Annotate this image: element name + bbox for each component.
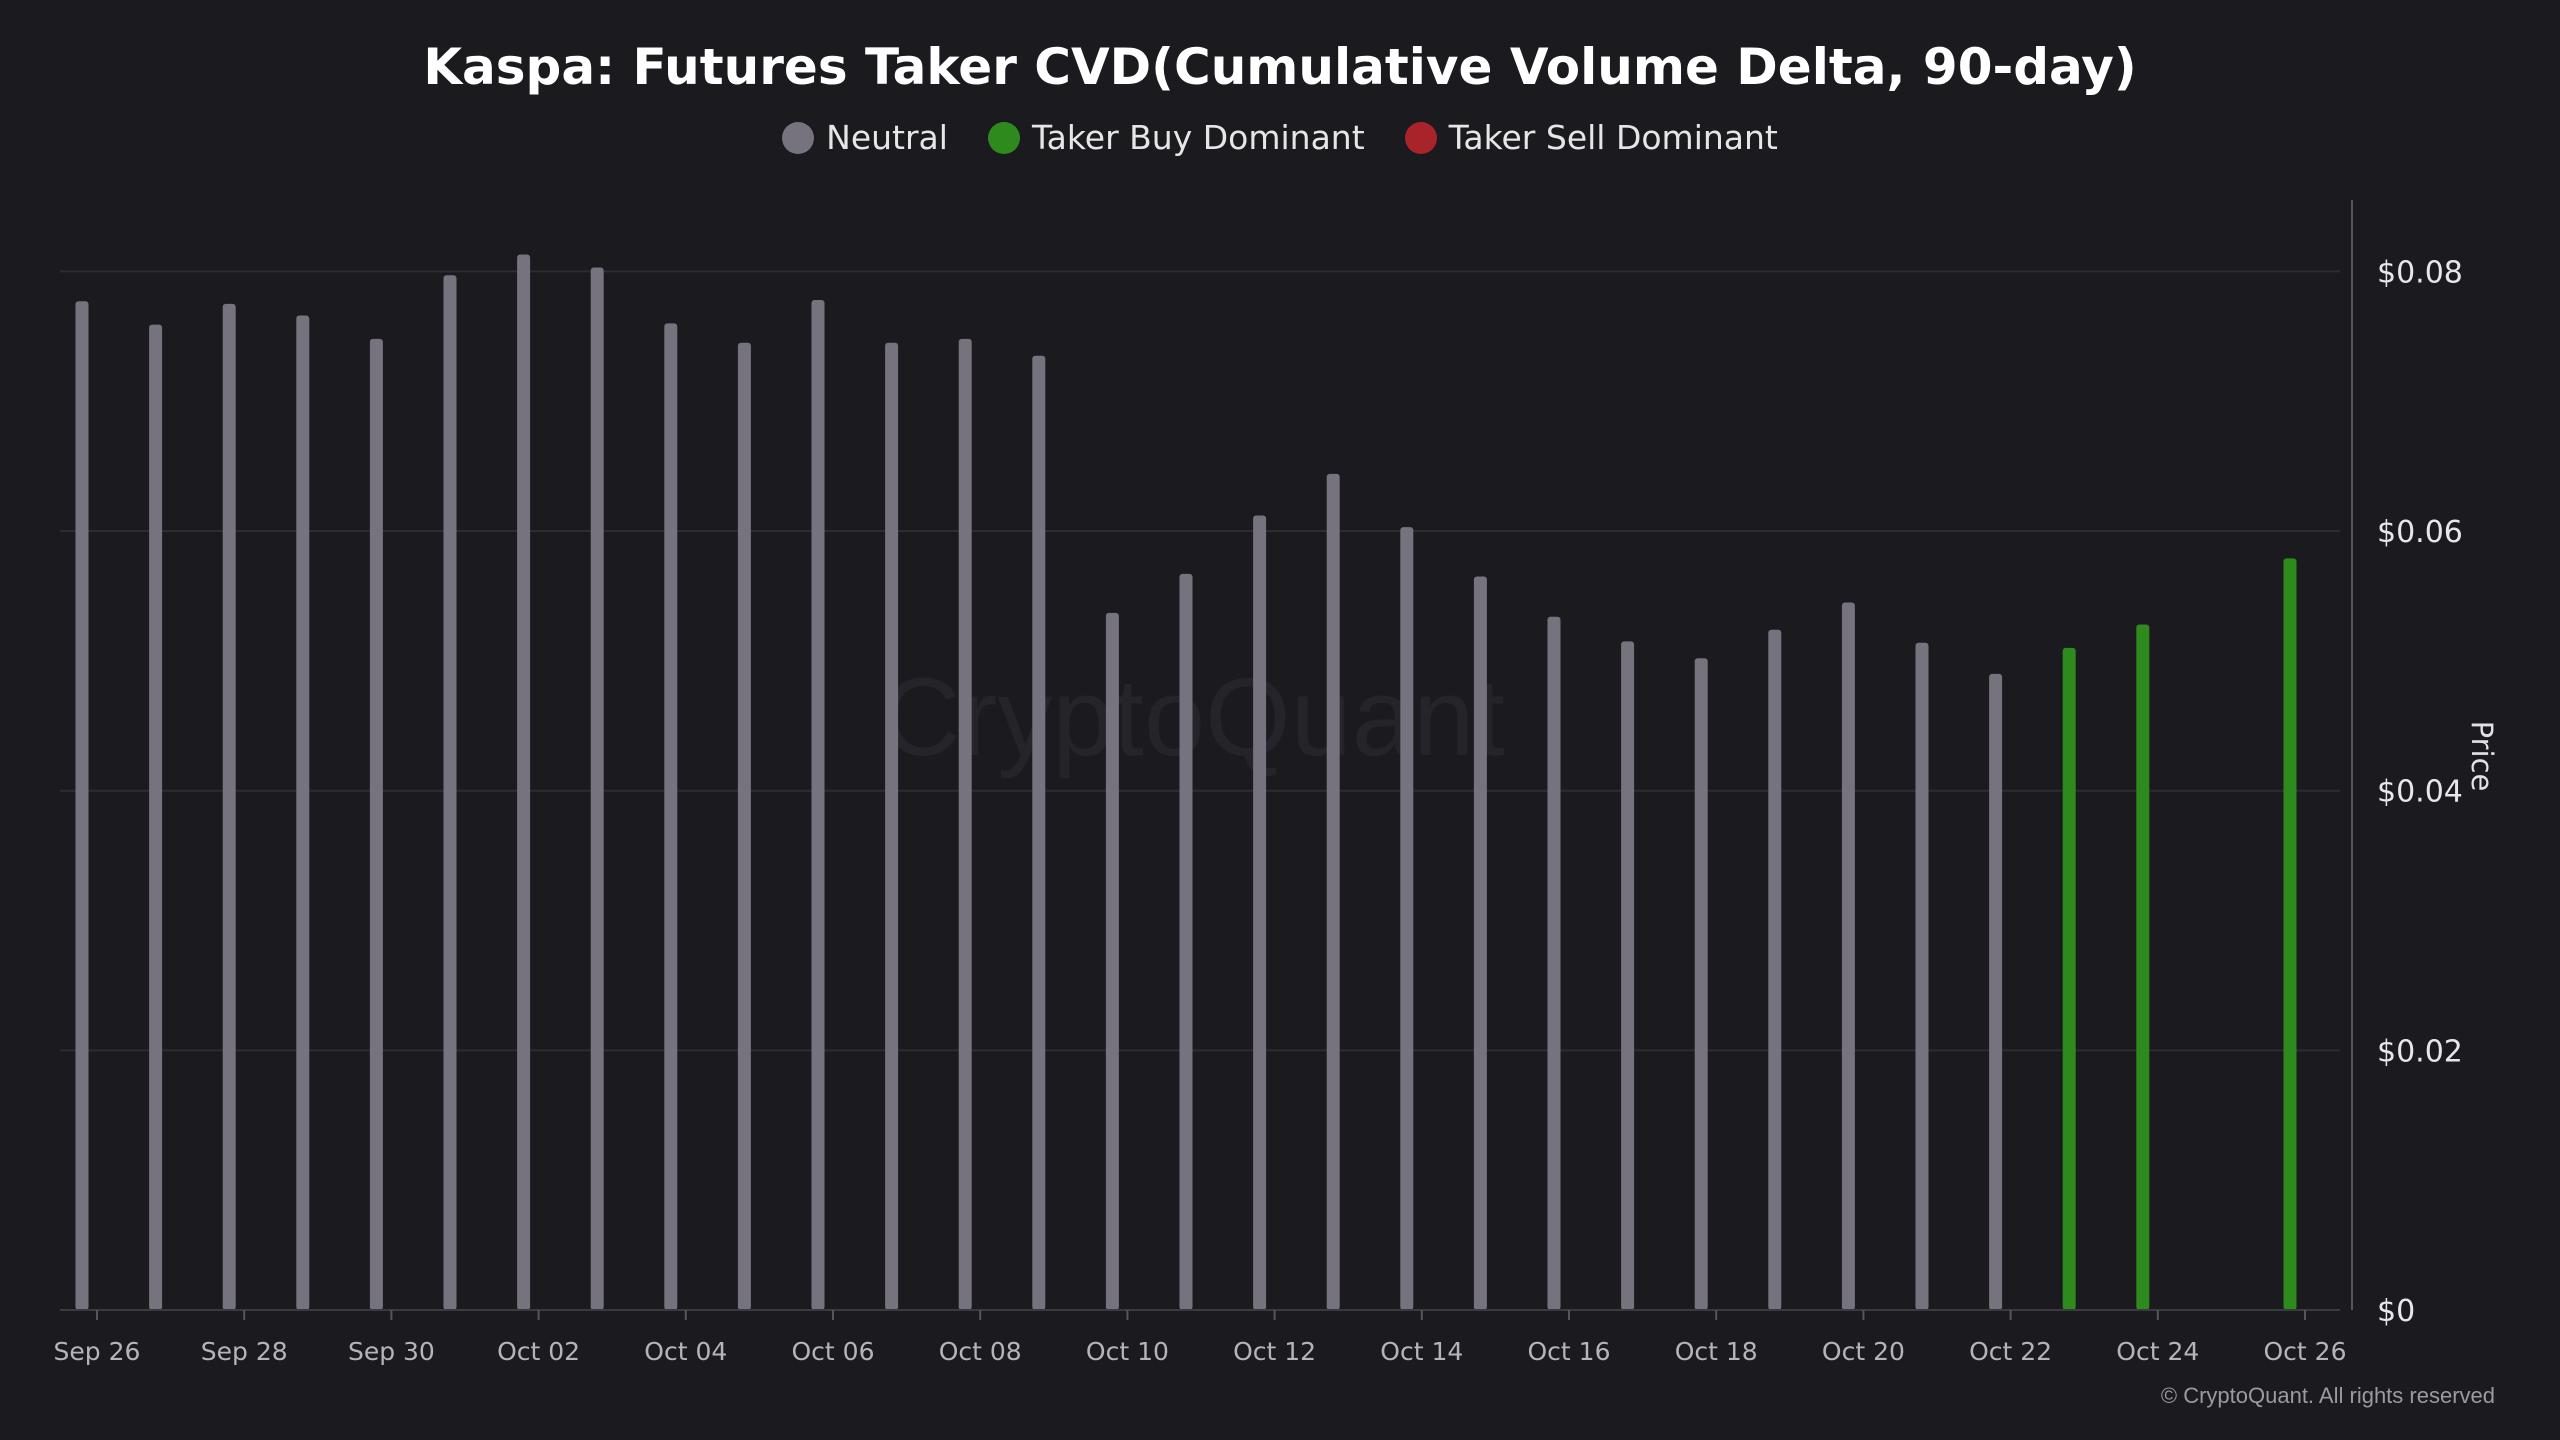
bar-oct-22[interactable] <box>1989 673 2003 1310</box>
x-tick-label: Oct 20 <box>1822 1337 1905 1366</box>
bar-oct-23[interactable] <box>2062 647 2076 1310</box>
x-tick-label: Oct 14 <box>1380 1337 1463 1366</box>
bar-oct-24[interactable] <box>2136 624 2150 1310</box>
legend-item-taker-buy[interactable]: Taker Buy Dominant <box>987 118 1365 157</box>
y-tick-labels: $0 $0.02 $0.04 $0.06 $0.08 <box>2377 255 2463 1329</box>
bar-oct-15[interactable] <box>1473 576 1487 1310</box>
x-tick-label: Oct 26 <box>2264 1337 2347 1366</box>
copyright-text: © CryptoQuant. All rights reserved <box>2160 1383 2495 1408</box>
x-tick-label: Oct 06 <box>792 1337 875 1366</box>
x-tick-label: Oct 08 <box>939 1337 1022 1366</box>
bar-sep-30[interactable] <box>369 338 383 1310</box>
bar-oct-14[interactable] <box>1400 527 1414 1310</box>
legend-item-neutral[interactable]: Neutral <box>782 118 948 157</box>
legend-dot-buy-icon <box>987 121 1020 154</box>
y-tick-label: $0.02 <box>2377 1034 2463 1069</box>
x-tick-label: Oct 12 <box>1233 1337 1316 1366</box>
bar-oct-03[interactable] <box>590 267 604 1310</box>
bar-sep-29[interactable] <box>296 315 310 1311</box>
bar-oct-21[interactable] <box>1915 642 1929 1310</box>
bars <box>75 254 2297 1311</box>
bar-oct-12[interactable] <box>1253 515 1267 1310</box>
x-tick-label: Oct 02 <box>497 1337 580 1366</box>
bar-oct-04[interactable] <box>664 323 678 1310</box>
bar-oct-16[interactable] <box>1547 616 1561 1310</box>
x-tick-label: Sep 28 <box>201 1337 288 1366</box>
x-tick-label: Oct 18 <box>1675 1337 1758 1366</box>
bar-oct-01[interactable] <box>443 275 457 1311</box>
bar-oct-19[interactable] <box>1768 629 1782 1310</box>
x-tick-label: Oct 24 <box>2116 1337 2199 1366</box>
bar-oct-05[interactable] <box>737 342 751 1310</box>
legend-label-neutral: Neutral <box>826 118 948 157</box>
grid-lines <box>60 270 2340 1052</box>
y-tick-label: $0.08 <box>2377 255 2463 290</box>
bar-oct-09[interactable] <box>1032 355 1046 1311</box>
x-tick-label: Sep 30 <box>348 1337 435 1366</box>
bar-oct-07[interactable] <box>885 342 899 1310</box>
bar-sep-27[interactable] <box>149 324 163 1310</box>
y-tick-label: $0.06 <box>2377 515 2463 550</box>
x-tick-label: Oct 22 <box>1969 1337 2052 1366</box>
bar-oct-18[interactable] <box>1694 658 1708 1310</box>
bar-oct-26[interactable] <box>2283 558 2297 1310</box>
legend-label-taker-buy: Taker Buy Dominant <box>1031 118 1365 157</box>
y-tick-label: $0.04 <box>2377 775 2463 810</box>
bar-oct-17[interactable] <box>1621 641 1635 1310</box>
legend: Neutral Taker Buy Dominant Taker Sell Do… <box>0 118 2560 157</box>
bar-oct-20[interactable] <box>1841 602 1855 1310</box>
x-tick-label: Oct 16 <box>1528 1337 1611 1366</box>
legend-dot-sell-icon <box>1404 121 1437 154</box>
x-tick-labels: Sep 26 Sep 28 Sep 30 Oct 02 Oct 04 Oct 06 Oct … <box>54 1310 2347 1366</box>
bar-oct-02[interactable] <box>517 254 531 1310</box>
legend-item-taker-sell[interactable]: Taker Sell Dominant <box>1404 118 1778 157</box>
y-tick-label: $0 <box>2377 1294 2415 1329</box>
chart-title: Kaspa: Futures Taker CVD(Cumulative Volu… <box>423 38 2137 96</box>
bar-oct-11[interactable] <box>1179 573 1193 1310</box>
legend-dot-neutral-icon <box>782 121 815 154</box>
bar-oct-13[interactable] <box>1326 473 1340 1310</box>
bar-oct-06[interactable] <box>811 299 825 1310</box>
bar-oct-10[interactable] <box>1105 612 1119 1310</box>
bar-sep-28[interactable] <box>222 303 236 1311</box>
bar-sep-26[interactable] <box>75 301 89 1310</box>
y-axis-label: Price <box>2465 721 2499 792</box>
bar-oct-08[interactable] <box>958 338 972 1310</box>
x-tick-label: Oct 04 <box>644 1337 727 1366</box>
x-tick-label: Oct 10 <box>1086 1337 1169 1366</box>
legend-label-taker-sell: Taker Sell Dominant <box>1448 118 1778 157</box>
axes <box>60 200 2353 1311</box>
x-tick-label: Sep 26 <box>54 1337 141 1366</box>
